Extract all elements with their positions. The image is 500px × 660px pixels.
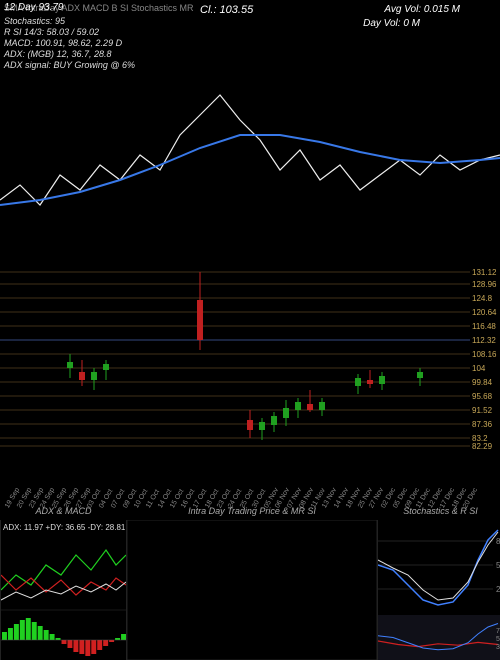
svg-text:131.12: 131.12 — [472, 268, 497, 277]
day-volume: Day Vol: 0 M — [363, 18, 420, 29]
svg-text:80: 80 — [496, 537, 500, 546]
adx-macd-panel: ADX & MACD ADX: 11.97 +DY: 36.65 -DY: 28… — [0, 520, 126, 660]
svg-text:ADX: 11.97 +DY: 36.65 -DY: 28.: ADX: 11.97 +DY: 36.65 -DY: 28.81 — [3, 523, 126, 532]
svg-text:50: 50 — [496, 636, 500, 643]
stat-adx-signal: ADX signal: BUY Growing @ 6% — [4, 60, 135, 71]
svg-text:87.36: 87.36 — [472, 420, 493, 429]
candle-chart-svg: 131.12 128.96 124.8 120.64 116.48 112.32 108.1… — [0, 260, 500, 490]
indicator-row: ADX & MACD ADX: 11.97 +DY: 36.65 -DY: 28… — [0, 520, 500, 660]
svg-text:99.84: 99.84 — [472, 378, 493, 387]
svg-text:120.64: 120.64 — [472, 308, 497, 317]
svg-text:108.16: 108.16 — [472, 350, 497, 359]
stat-macd: MACD: 100.91, 98.62, 2.29 D — [4, 38, 135, 49]
intra-svg — [127, 520, 377, 660]
svg-text:124.8: 124.8 — [472, 294, 493, 303]
stat-adx: ADX: (MGB) 12, 36.7, 28.8 — [4, 49, 135, 60]
intraday-panel: Intra Day Trading Price & MR SI — [126, 520, 377, 660]
svg-text:112.32: 112.32 — [472, 336, 496, 345]
svg-text:70: 70 — [496, 628, 500, 635]
svg-text:116.48: 116.48 — [472, 322, 496, 331]
stats-block: Stochastics: 95 R SI 14/3: 58.03 / 59.02… — [4, 16, 135, 71]
adx-svg: ADX: 11.97 +DY: 36.65 -DY: 28.81 — [1, 520, 126, 660]
stoch-title: Stochastics & R SI — [378, 506, 500, 516]
chart-header: SMA IntraDay ADX MACD B SI Stochastics M… — [0, 0, 500, 80]
avg-volume: Avg Vol: 0.015 M — [384, 4, 460, 15]
stat-rsi: R SI 14/3: 58.03 / 59.02 — [4, 27, 135, 38]
price-line-panel — [0, 80, 500, 240]
intra-title: Intra Day Trading Price & MR SI — [127, 506, 377, 516]
svg-text:20: 20 — [496, 585, 500, 594]
close-price: Cl.: 103.55 — [200, 4, 253, 16]
stat-stochastics: Stochastics: 95 — [4, 16, 135, 27]
svg-text:128.96: 128.96 — [472, 280, 497, 289]
svg-text:91.52: 91.52 — [472, 406, 493, 415]
stoch-svg: 205080305070 — [378, 520, 500, 660]
stochastics-panel: Stochastics & R SI 205080305070 — [377, 520, 500, 660]
svg-text:82.29: 82.29 — [472, 442, 493, 451]
candlestick-panel: 131.12 128.96 124.8 120.64 116.48 112.32 108.1… — [0, 260, 500, 490]
line-chart-svg — [0, 80, 500, 240]
sma-12day: 12 Day 93.79 — [4, 2, 64, 13]
adx-title: ADX & MACD — [1, 506, 126, 516]
svg-text:104: 104 — [472, 364, 486, 373]
svg-text:95.68: 95.68 — [472, 392, 493, 401]
svg-text:30: 30 — [496, 644, 500, 651]
svg-text:50: 50 — [496, 561, 500, 570]
